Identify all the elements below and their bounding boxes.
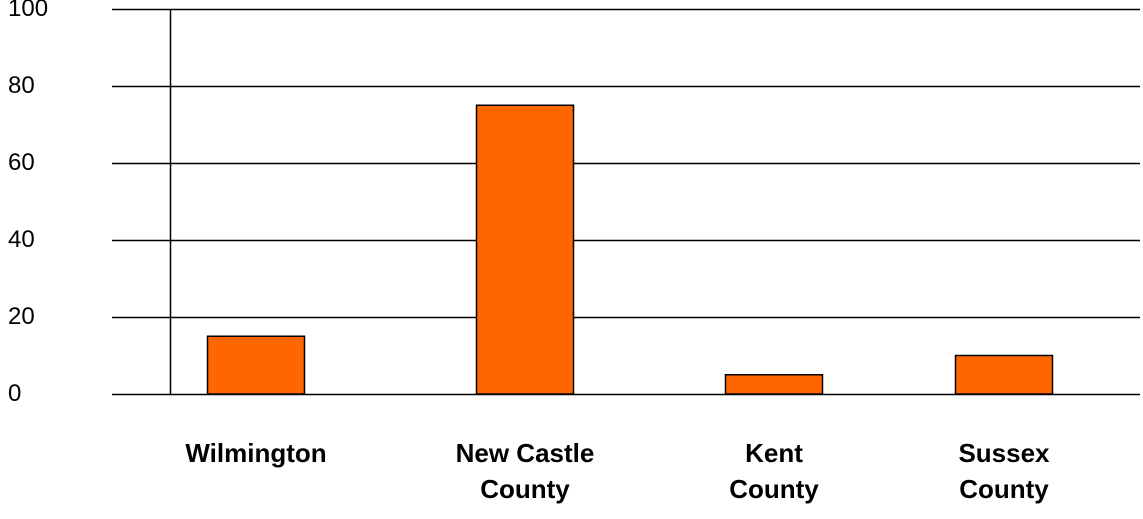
x-category-label-0: Wilmington — [185, 438, 326, 468]
bars — [206, 104, 1054, 395]
x-category-label-line: County — [480, 474, 570, 504]
x-category-label-1: New Castle County — [456, 438, 595, 504]
y-axis-tick-labels: 0 20 40 60 80 100 — [8, 0, 48, 407]
y-tick-label-40: 40 — [8, 226, 35, 253]
y-tick-label-20: 20 — [8, 303, 35, 330]
y-tick-label-100: 100 — [8, 0, 48, 22]
x-category-label-line: Wilmington — [185, 438, 326, 468]
x-category-label-2: Kent County — [729, 438, 819, 504]
y-tick-label-0: 0 — [8, 380, 21, 407]
x-category-label-line: County — [729, 474, 819, 504]
bar-0 — [206, 335, 306, 395]
bar-2 — [724, 374, 824, 395]
x-category-label-3: Sussex County — [958, 438, 1050, 504]
x-category-label-line: County — [959, 474, 1049, 504]
y-tick-label-60: 60 — [8, 149, 35, 176]
x-category-label-line: Sussex — [958, 438, 1050, 468]
x-category-label-line: Kent — [745, 438, 803, 468]
x-category-label-line: New Castle — [456, 438, 595, 468]
bar-1 — [475, 104, 575, 395]
bar-3 — [954, 354, 1054, 395]
y-tick-label-80: 80 — [8, 72, 35, 99]
